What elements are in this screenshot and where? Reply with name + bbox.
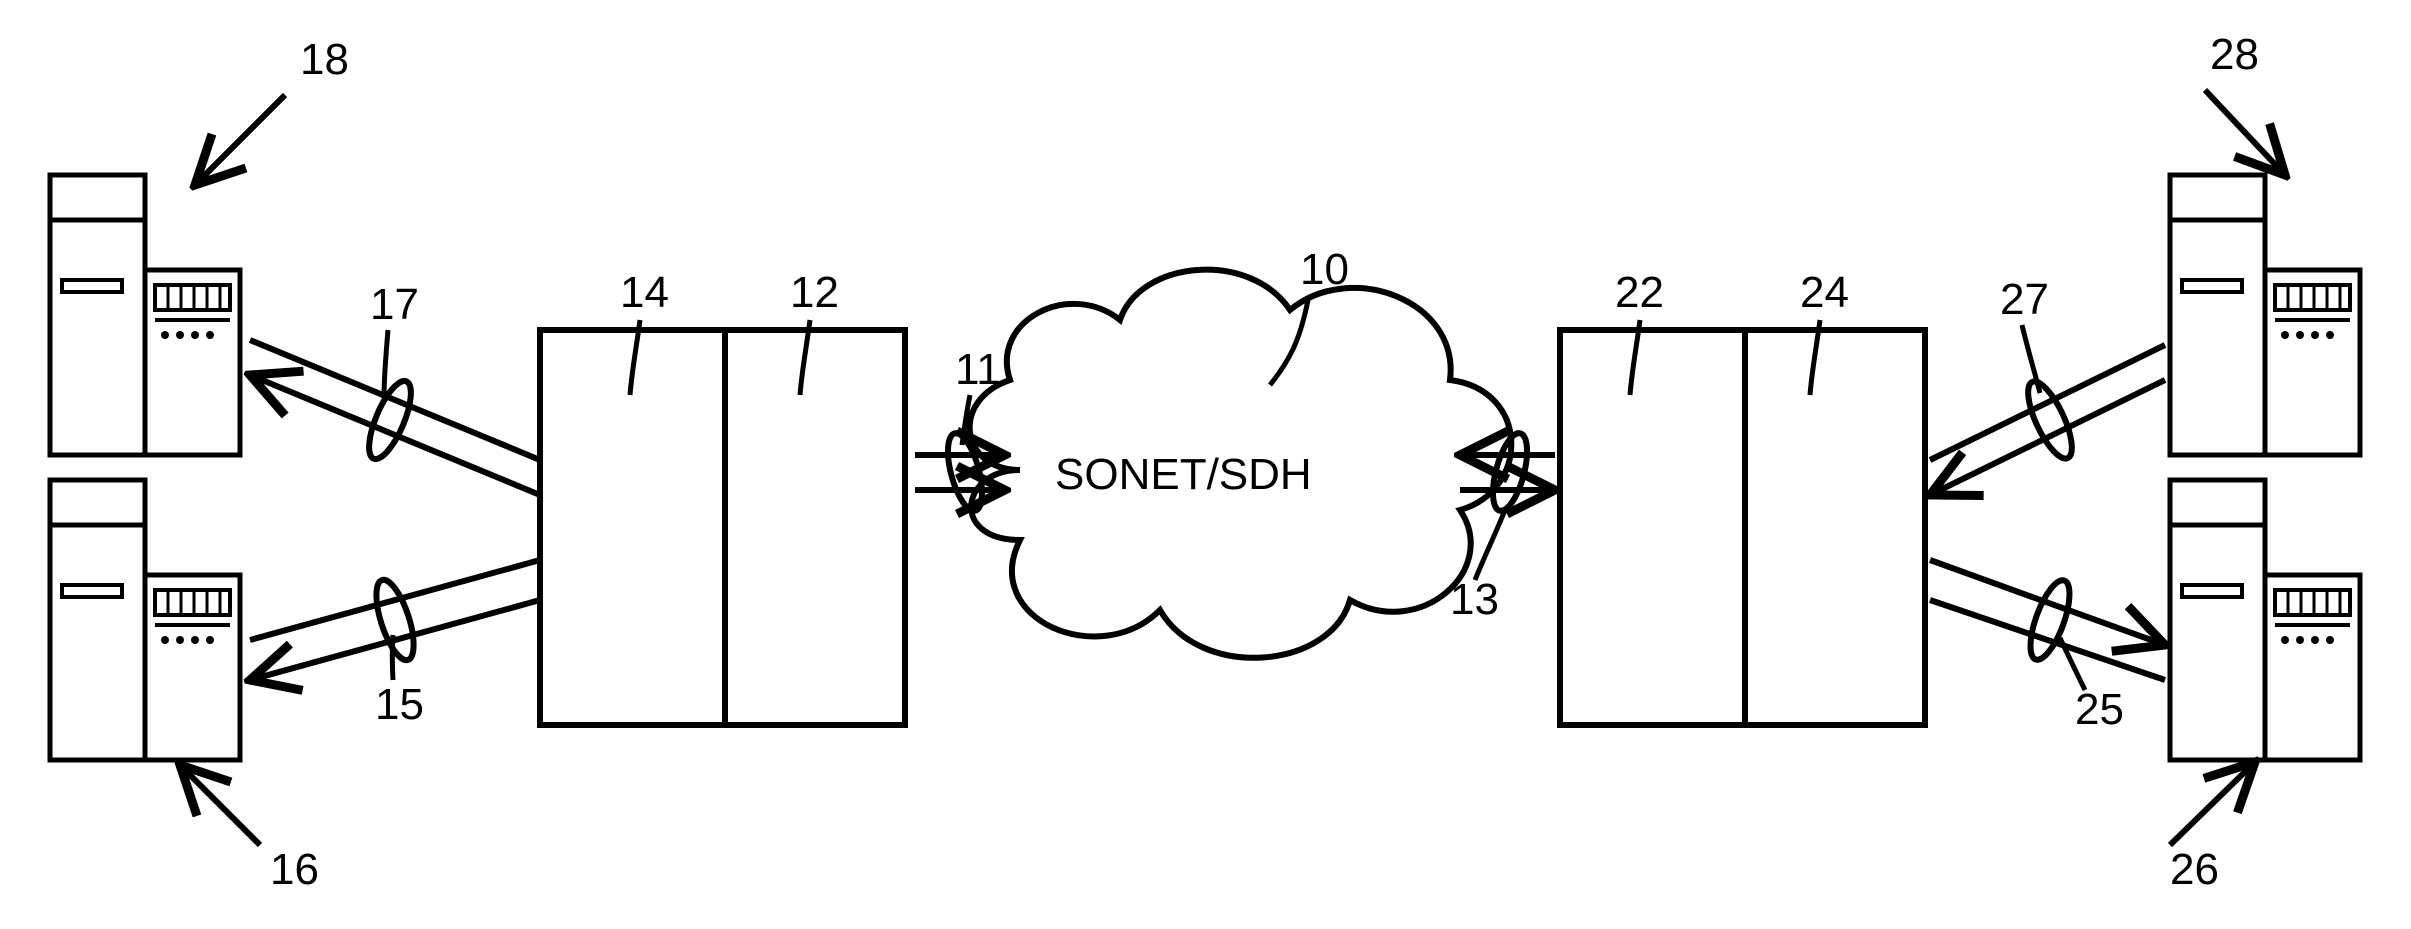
link-17 bbox=[250, 340, 540, 495]
num-15: 15 bbox=[375, 680, 424, 730]
right-node-box bbox=[1560, 330, 1925, 725]
num-16: 16 bbox=[270, 845, 319, 895]
leader-15 bbox=[392, 635, 393, 680]
link-27 bbox=[1930, 345, 2165, 495]
num-22: 22 bbox=[1615, 268, 1664, 318]
server-28 bbox=[2170, 175, 2360, 455]
cloud-label: SONET/SDH bbox=[1055, 450, 1312, 500]
leader-13 bbox=[1475, 510, 1505, 580]
left-node-box bbox=[540, 330, 905, 725]
num-26: 26 bbox=[2170, 845, 2219, 895]
label-arrow-26 bbox=[2170, 762, 2255, 845]
leader-17 bbox=[384, 330, 388, 398]
num-13: 13 bbox=[1450, 575, 1499, 625]
num-14: 14 bbox=[620, 268, 669, 318]
num-10: 10 bbox=[1300, 245, 1349, 295]
num-27: 27 bbox=[2000, 275, 2049, 325]
num-24: 24 bbox=[1800, 268, 1849, 318]
server-16 bbox=[50, 480, 240, 760]
label-arrow-28 bbox=[2205, 90, 2285, 175]
server-26 bbox=[2170, 480, 2360, 760]
num-25: 25 bbox=[2075, 685, 2124, 735]
label-arrow-18 bbox=[195, 95, 285, 185]
link-15 bbox=[250, 560, 540, 680]
link-25 bbox=[1930, 560, 2165, 680]
num-11: 11 bbox=[955, 345, 1001, 395]
num-17: 17 bbox=[370, 280, 419, 330]
server-18 bbox=[50, 175, 240, 455]
num-28: 28 bbox=[2210, 30, 2259, 80]
num-18: 18 bbox=[300, 35, 349, 85]
label-arrow-16 bbox=[180, 765, 260, 845]
num-12: 12 bbox=[790, 268, 839, 318]
